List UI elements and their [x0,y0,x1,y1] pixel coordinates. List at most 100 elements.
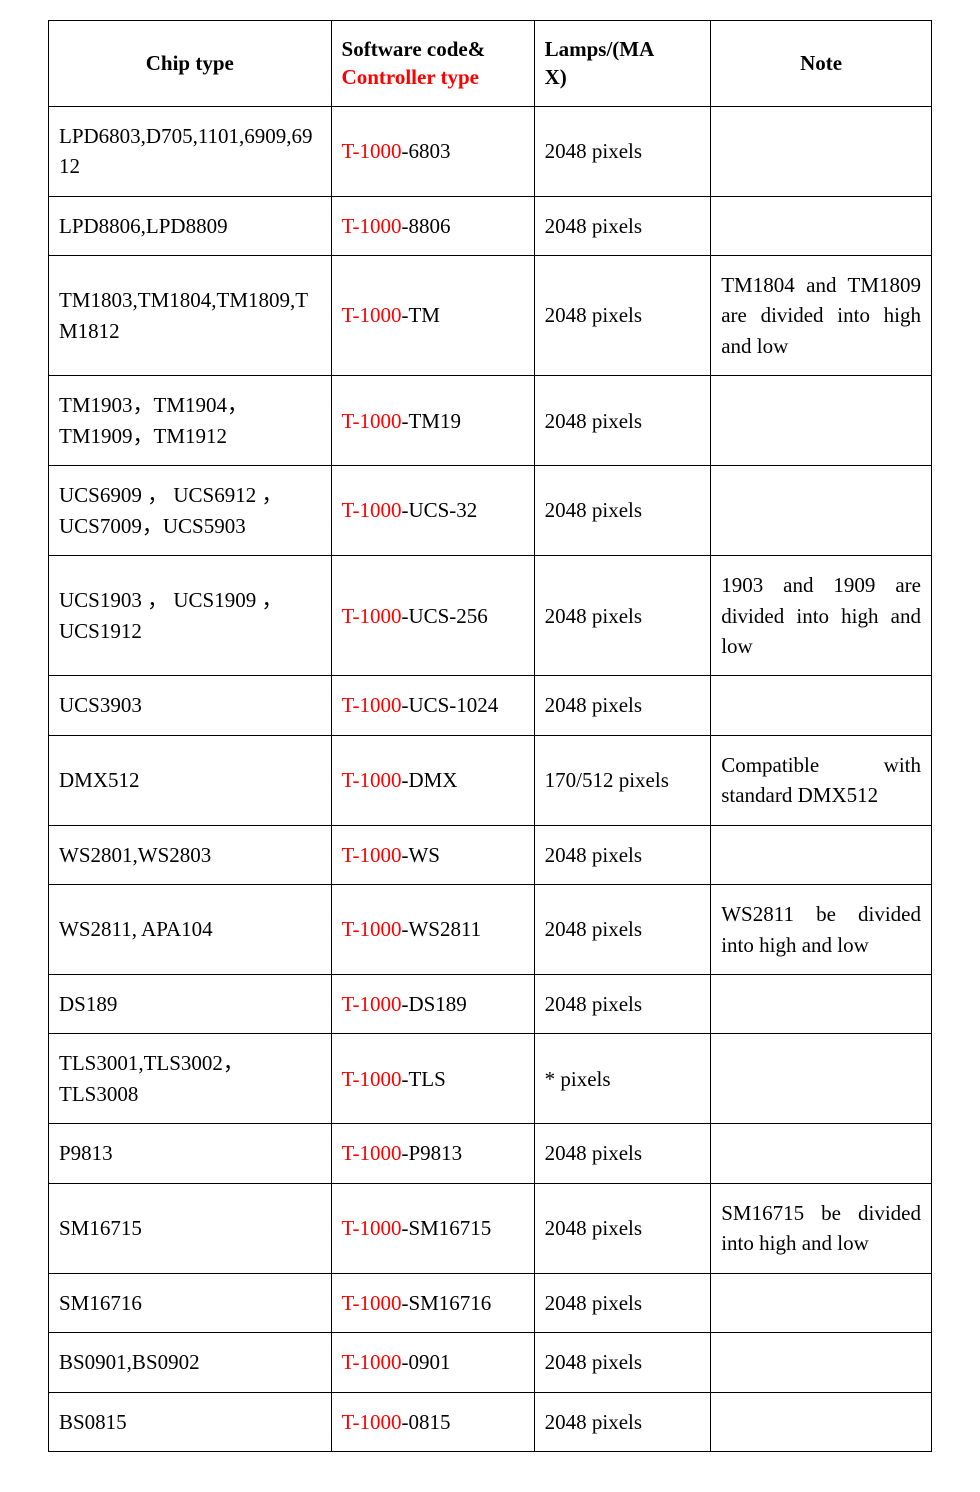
table-row: DS189T-1000-DS1892048 pixels [49,975,932,1034]
code-prefix: T-1000 [342,768,402,792]
code-prefix: T-1000 [342,409,402,433]
code-suffix: -TM19 [401,409,461,433]
cell-code: T-1000-WS2811 [331,885,534,975]
cell-code: T-1000-TLS [331,1034,534,1124]
code-prefix: T-1000 [342,843,402,867]
col-chip-type: Chip type [49,21,332,107]
cell-lamps: 2048 pixels [534,466,711,556]
cell-note [711,1273,932,1332]
cell-chip-type: WS2801,WS2803 [49,825,332,884]
cell-chip-type: P9813 [49,1124,332,1183]
chip-table: Chip type Software code& Controller type… [48,20,932,1452]
cell-code: T-1000-TM [331,256,534,376]
cell-note: 1903 and 1909 are divided into high and … [711,556,932,676]
cell-note: TM1804 and TM1809 are divided into high … [711,256,932,376]
table-row: LPD6803,D705,1101,6909,6912T-1000-680320… [49,106,932,196]
cell-code: T-1000-TM19 [331,376,534,466]
code-prefix: T-1000 [342,1291,402,1315]
code-suffix: -WS2811 [401,917,481,941]
cell-note [711,1124,932,1183]
cell-chip-type: SM16716 [49,1273,332,1332]
code-prefix: T-1000 [342,1350,402,1374]
code-prefix: T-1000 [342,1067,402,1091]
cell-lamps: 2048 pixels [534,1124,711,1183]
cell-code: T-1000-6803 [331,106,534,196]
code-prefix: T-1000 [342,139,402,163]
table-header-row: Chip type Software code& Controller type… [49,21,932,107]
cell-note [711,196,932,255]
cell-lamps: 2048 pixels [534,885,711,975]
cell-lamps: 2048 pixels [534,975,711,1034]
col-lamps-line2: X) [545,63,567,91]
cell-lamps: 2048 pixels [534,556,711,676]
cell-note [711,466,932,556]
cell-note [711,975,932,1034]
code-prefix: T-1000 [342,604,402,628]
cell-code: T-1000-UCS-32 [331,466,534,556]
table-row: WS2801,WS2803T-1000-WS2048 pixels [49,825,932,884]
cell-chip-type: BS0815 [49,1392,332,1451]
table-row: DMX512T-1000-DMX170/512 pixelsCompatible… [49,735,932,825]
col-note: Note [711,21,932,107]
code-prefix: T-1000 [342,303,402,327]
cell-code: T-1000-WS [331,825,534,884]
code-suffix: -SM16715 [401,1216,491,1240]
cell-chip-type: UCS6909 ， UCS6912 ，UCS7009，UCS5903 [49,466,332,556]
table-body: LPD6803,D705,1101,6909,6912T-1000-680320… [49,106,932,1451]
cell-chip-type: BS0901,BS0902 [49,1333,332,1392]
code-prefix: T-1000 [342,693,402,717]
table-row: BS0815T-1000-08152048 pixels [49,1392,932,1451]
cell-code: T-1000-0815 [331,1392,534,1451]
code-suffix: -P9813 [401,1141,462,1165]
code-prefix: T-1000 [342,992,402,1016]
cell-lamps: 2048 pixels [534,1183,711,1273]
cell-code: T-1000-UCS-256 [331,556,534,676]
cell-chip-type: WS2811, APA104 [49,885,332,975]
cell-note [711,1392,932,1451]
code-suffix: -SM16716 [401,1291,491,1315]
code-prefix: T-1000 [342,498,402,522]
cell-code: T-1000-DS189 [331,975,534,1034]
table-row: SM16716T-1000-SM167162048 pixels [49,1273,932,1332]
cell-code: T-1000-P9813 [331,1124,534,1183]
table-row: WS2811, APA104T-1000-WS28112048 pixelsWS… [49,885,932,975]
cell-note [711,106,932,196]
code-suffix: -UCS-256 [401,604,487,628]
cell-lamps: 2048 pixels [534,825,711,884]
cell-chip-type: LPD8806,LPD8809 [49,196,332,255]
table-row: TM1803,TM1804,TM1809,TM1812T-1000-TM2048… [49,256,932,376]
col-lamps: Lamps/(MA X) [534,21,711,107]
code-suffix: -WS [401,843,440,867]
cell-code: T-1000-SM16715 [331,1183,534,1273]
code-prefix: T-1000 [342,1410,402,1434]
cell-note: SM16715 be divided into high and low [711,1183,932,1273]
cell-code: T-1000-0901 [331,1333,534,1392]
col-software-code: Software code& Controller type [331,21,534,107]
cell-note [711,1034,932,1124]
cell-code: T-1000-UCS-1024 [331,676,534,735]
cell-chip-type: LPD6803,D705,1101,6909,6912 [49,106,332,196]
code-suffix: -UCS-1024 [401,693,498,717]
cell-chip-type: DMX512 [49,735,332,825]
cell-lamps: 2048 pixels [534,376,711,466]
cell-lamps: 2048 pixels [534,256,711,376]
table-row: BS0901,BS0902T-1000-09012048 pixels [49,1333,932,1392]
code-suffix: -DS189 [401,992,466,1016]
cell-lamps: 2048 pixels [534,1392,711,1451]
cell-chip-type: TLS3001,TLS3002，TLS3008 [49,1034,332,1124]
code-suffix: -TM [401,303,440,327]
cell-code: T-1000-DMX [331,735,534,825]
table-row: TLS3001,TLS3002，TLS3008T-1000-TLS* pixel… [49,1034,932,1124]
col-lamps-line1: Lamps/(MA [545,35,655,63]
col-controller-type: Controller type [342,63,479,91]
cell-lamps: 170/512 pixels [534,735,711,825]
cell-chip-type: UCS1903 ， UCS1909 ，UCS1912 [49,556,332,676]
code-prefix: T-1000 [342,1141,402,1165]
cell-lamps: * pixels [534,1034,711,1124]
code-prefix: T-1000 [342,1216,402,1240]
code-suffix: -DMX [401,768,457,792]
cell-note: WS2811 be divided into high and low [711,885,932,975]
cell-code: T-1000-SM16716 [331,1273,534,1332]
table-row: SM16715T-1000-SM167152048 pixelsSM16715 … [49,1183,932,1273]
cell-chip-type: SM16715 [49,1183,332,1273]
